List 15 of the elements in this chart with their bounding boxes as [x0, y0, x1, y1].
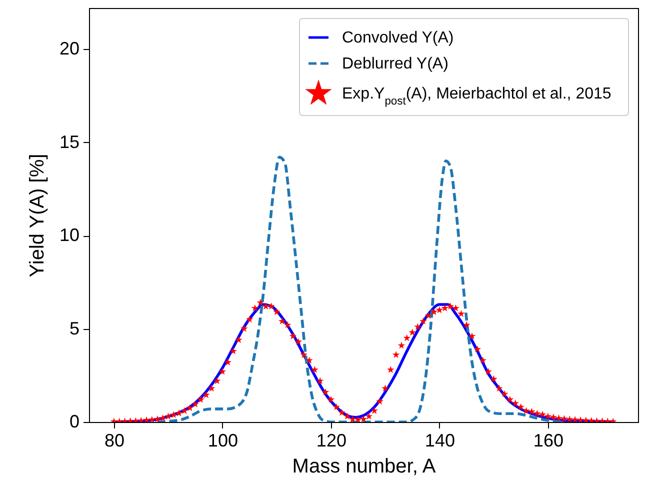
- x-tick-label: 80: [104, 430, 124, 450]
- y-tick-label: 0: [69, 412, 80, 432]
- y-tick-label: 20: [59, 38, 80, 59]
- x-tick-label: 160: [533, 430, 564, 450]
- x-tick-label: 120: [316, 430, 346, 450]
- legend-label: Convolved Y(A): [342, 30, 454, 46]
- x-axis-title: Mass number, A: [292, 456, 436, 478]
- y-tick-label: 5: [69, 318, 80, 338]
- legend-label: Deblurred Y(A): [342, 56, 448, 72]
- x-tick-label: 140: [424, 430, 455, 450]
- y-tick-label: 15: [59, 132, 80, 152]
- x-tick-label: 100: [208, 430, 238, 450]
- legend-label: Exp.Y$_{post}$(A), Meierbachtol et al., 2015: [342, 86, 612, 108]
- y-tick-label: 10: [59, 225, 80, 246]
- y-axis-title: Yield Y(A) [%]: [26, 154, 48, 278]
